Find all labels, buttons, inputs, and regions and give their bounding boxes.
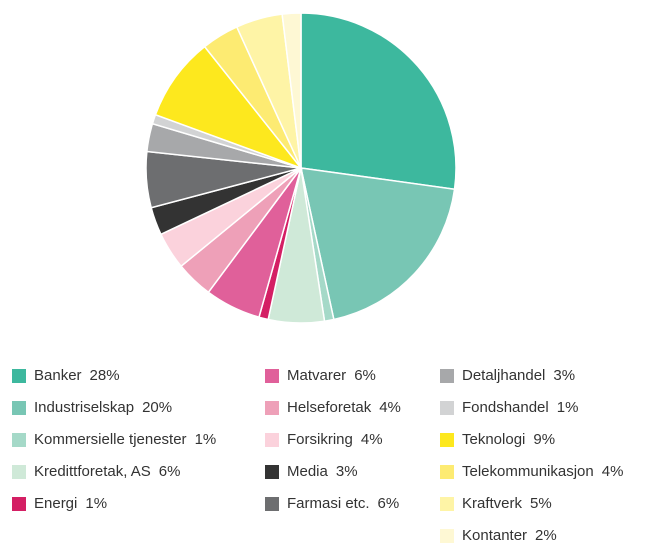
legend-name: Kredittforetak, AS <box>34 463 151 480</box>
legend-swatch <box>265 497 279 511</box>
legend-name: Kommersielle tjenester <box>34 431 187 448</box>
legend-label: Farmasi etc. 6% <box>287 495 399 512</box>
pie-slice <box>300 167 456 321</box>
legend-name: Teknologi <box>462 431 525 448</box>
legend-value: 3% <box>336 463 358 480</box>
legend-label: Kontanter 2% <box>462 527 557 543</box>
legend-label: Fondshandel 1% <box>462 399 578 416</box>
legend-label: Forsikring 4% <box>287 431 383 448</box>
legend-label: Banker 28% <box>34 367 120 384</box>
legend-name: Kraftverk <box>462 495 523 512</box>
legend-name: Farmasi etc. <box>287 495 370 512</box>
legend-label: Kredittforetak, AS 6% <box>34 463 180 480</box>
legend-label: Telekommunikasjon 4% <box>462 463 623 480</box>
legend-value: 3% <box>553 367 575 384</box>
legend-swatch <box>12 369 26 383</box>
legend-label: Media 3% <box>287 463 358 480</box>
legend-swatch <box>440 465 454 479</box>
legend-name: Forsikring <box>287 431 353 448</box>
legend-swatch <box>440 369 454 383</box>
legend-swatch <box>265 401 279 415</box>
legend-value: 6% <box>159 463 181 480</box>
legend-value: 9% <box>533 431 555 448</box>
legend-label: Detaljhandel 3% <box>462 367 575 384</box>
pie-slice <box>154 45 304 170</box>
legend-value: 6% <box>378 495 400 512</box>
legend-name: Matvarer <box>287 367 346 384</box>
pie-slice <box>300 12 457 191</box>
legend-swatch <box>265 369 279 383</box>
legend-label: Matvarer 6% <box>287 367 376 384</box>
legend-name: Kontanter <box>462 527 527 543</box>
legend-swatch <box>440 497 454 511</box>
legend-label: Kraftverk 5% <box>462 495 552 512</box>
legend-name: Fondshandel <box>462 399 549 416</box>
legend-name: Banker <box>34 367 82 384</box>
legend-value: 4% <box>602 463 624 480</box>
legend-value: 4% <box>361 431 383 448</box>
legend-name: Telekommunikasjon <box>462 463 594 480</box>
legend-label: Kommersielle tjenester 1% <box>34 431 216 448</box>
legend-name: Industriselskap <box>34 399 134 416</box>
legend-swatch <box>440 529 454 543</box>
legend-label: Helseforetak 4% <box>287 399 401 416</box>
legend-swatch <box>265 433 279 447</box>
legend-value: 20% <box>142 399 172 416</box>
legend-swatch <box>440 433 454 447</box>
legend-label: Teknologi 9% <box>462 431 555 448</box>
legend-value: 6% <box>354 367 376 384</box>
legend-label: Energi 1% <box>34 495 107 512</box>
legend-swatch <box>12 497 26 511</box>
legend-name: Media <box>287 463 329 480</box>
legend-name: Detaljhandel <box>462 367 545 384</box>
legend-swatch <box>440 401 454 415</box>
legend-value: 1% <box>195 431 217 448</box>
legend-swatch <box>12 401 26 415</box>
legend-swatch <box>12 465 26 479</box>
legend-name: Helseforetak <box>287 399 372 416</box>
legend-value: 1% <box>85 495 107 512</box>
legend-name: Energi <box>34 495 77 512</box>
legend-value: 2% <box>535 527 557 543</box>
legend-swatch <box>265 465 279 479</box>
pie-slice <box>281 12 302 169</box>
legend-label: Industriselskap 20% <box>34 399 172 416</box>
legend-value: 5% <box>530 495 552 512</box>
legend-value: 28% <box>90 367 120 384</box>
legend-swatch <box>12 433 26 447</box>
legend-value: 4% <box>379 399 401 416</box>
legend-value: 1% <box>557 399 579 416</box>
